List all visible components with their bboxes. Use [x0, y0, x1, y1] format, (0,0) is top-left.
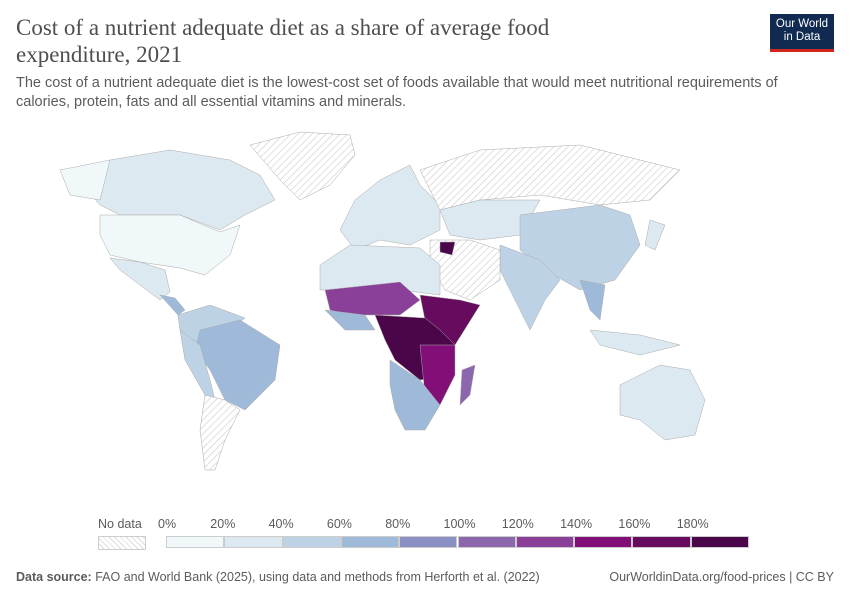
- source-label: Data source:: [16, 570, 92, 584]
- legend-tick-label: 40%: [268, 517, 294, 531]
- legend-tick-label: 160%: [618, 517, 651, 531]
- legend-swatch: [340, 536, 400, 548]
- legend-swatch: [166, 536, 225, 548]
- legend-swatch: [690, 536, 749, 548]
- madagascar: [459, 364, 476, 406]
- legend-tick-label: 20%: [210, 517, 236, 531]
- southeast-asia: [579, 279, 606, 321]
- legend-swatch: [282, 536, 341, 548]
- legend-swatch: [632, 536, 691, 548]
- sahel: [324, 281, 421, 316]
- legend-tick-label: 0%: [158, 517, 177, 531]
- legend-swatch: [515, 536, 575, 548]
- greenland: [249, 131, 356, 201]
- indonesia: [589, 329, 681, 356]
- legend-swatch: [457, 536, 516, 548]
- legend-swatch: [224, 536, 283, 548]
- japan: [644, 219, 666, 251]
- central-america: [159, 294, 186, 316]
- legend-tick-label: 80%: [385, 517, 411, 531]
- footer-source: Data source: FAO and World Bank (2025), …: [16, 570, 540, 584]
- australia: [619, 364, 706, 441]
- legend-no-data-swatch: [98, 536, 146, 550]
- legend-swatch: [574, 536, 633, 548]
- chart-title: Cost of a nutrient adequate diet as a sh…: [16, 15, 550, 67]
- usa: [99, 214, 241, 276]
- india: [499, 244, 561, 331]
- legend-tick-label: 60%: [326, 517, 352, 531]
- owid-logo[interactable]: Our World in Data: [770, 14, 834, 52]
- syria-yemen: [439, 241, 456, 256]
- legend-tick-label: 120%: [501, 517, 534, 531]
- argentina-chile: [199, 394, 241, 471]
- russia: [419, 144, 681, 211]
- west-africa: [324, 309, 376, 331]
- chart-subtitle: The cost of a nutrient adequate diet is …: [16, 75, 778, 110]
- legend-tick-label: 100%: [443, 517, 476, 531]
- world-map[interactable]: [0, 120, 850, 510]
- legend-tick-label: 180%: [676, 517, 709, 531]
- southern-africa: [389, 359, 441, 431]
- footer-link[interactable]: OurWorldinData.org/food-prices | CC BY: [609, 570, 834, 584]
- legend-no-data-label: No data: [98, 517, 142, 531]
- legend-tick-label: 140%: [560, 517, 593, 531]
- legend-swatch: [399, 536, 458, 548]
- source-text: FAO and World Bank (2025), using data an…: [95, 570, 540, 584]
- alaska: [59, 159, 111, 201]
- canada: [74, 149, 276, 231]
